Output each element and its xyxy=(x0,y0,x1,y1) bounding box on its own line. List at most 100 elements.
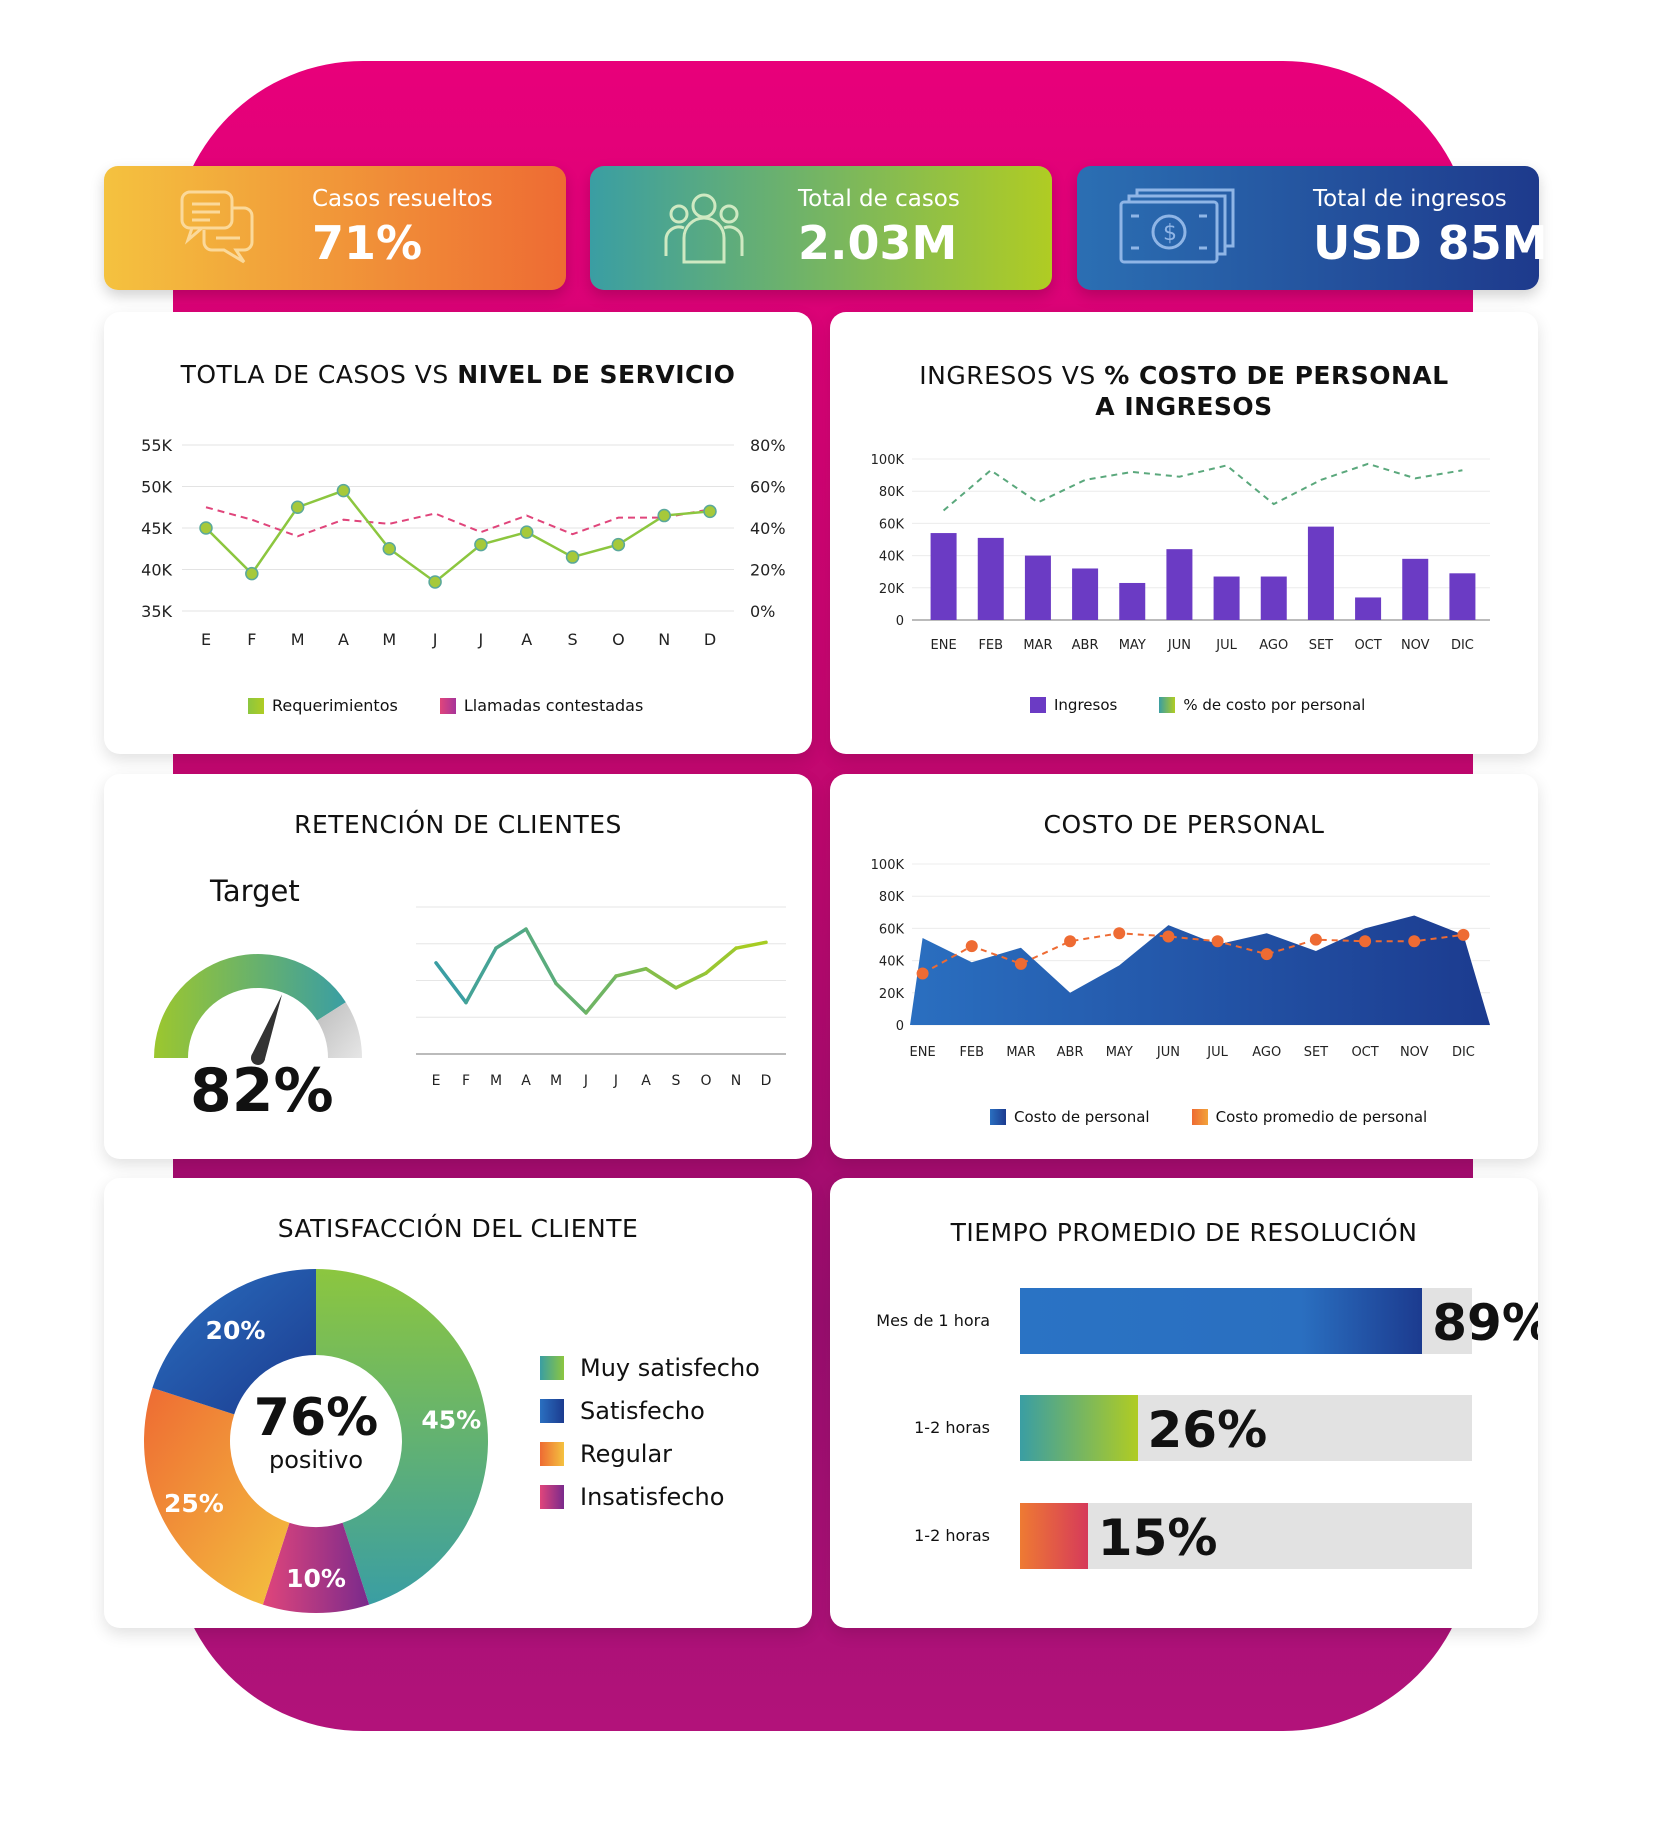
hbar-track: 26% xyxy=(1020,1395,1472,1461)
x-tick-label: JUN xyxy=(1167,638,1191,653)
area-costo-personal xyxy=(910,915,1490,1025)
x-tick-label: J xyxy=(478,630,484,649)
satisfaccion-legend: Muy satisfecho Satisfecho Regular Insati… xyxy=(540,1346,760,1518)
legend-swatch xyxy=(1030,697,1046,713)
legend-item: Regular xyxy=(540,1432,760,1475)
gauge-label: Target xyxy=(210,874,300,908)
y-left-tick-label: 50K xyxy=(141,478,172,497)
x-tick-label: ENE xyxy=(931,638,957,653)
retencion-line-segment xyxy=(434,961,468,1005)
kpi-value: 71% xyxy=(312,216,423,270)
y-tick-label: 40K xyxy=(879,550,905,565)
bar-ingresos xyxy=(1449,573,1476,620)
x-tick-label: A xyxy=(641,1073,651,1089)
x-tick-label: ABR xyxy=(1057,1045,1084,1060)
chart-title: INGRESOS VS % COSTO DE PERSONAL A INGRESO… xyxy=(830,360,1538,422)
hbar-label: Mes de 1 hora xyxy=(876,1311,990,1330)
x-tick-label: JUL xyxy=(1206,1045,1228,1060)
chart-title: SATISFACCIÓN DEL CLIENTE xyxy=(277,1214,639,1243)
retencion-line-segment xyxy=(494,927,528,950)
data-point xyxy=(1014,957,1027,970)
data-point xyxy=(965,940,978,953)
data-point xyxy=(1309,933,1322,946)
donut-slice xyxy=(152,1269,316,1415)
slice-label: 10% xyxy=(286,1564,346,1593)
data-point xyxy=(1113,927,1126,940)
data-point xyxy=(565,550,580,564)
data-point xyxy=(428,575,442,589)
legend-swatch xyxy=(990,1109,1006,1125)
data-point xyxy=(1457,928,1470,941)
kpi-label: Total de ingresos xyxy=(1313,186,1507,212)
data-point xyxy=(916,967,929,980)
y-tick-label: 0 xyxy=(896,614,904,629)
data-point xyxy=(1211,935,1224,948)
y-left-tick-label: 55K xyxy=(141,436,172,455)
x-tick-label: A xyxy=(521,1073,531,1089)
chat-bubbles-icon xyxy=(180,190,254,264)
hbar-fill xyxy=(1020,1395,1138,1461)
x-tick-label: M xyxy=(382,630,396,649)
donut-slice xyxy=(316,1269,489,1605)
x-tick-label: MAY xyxy=(1119,638,1146,653)
y-tick-label: 0 xyxy=(896,1019,904,1034)
x-tick-label: J xyxy=(432,630,438,649)
y-left-tick-label: 35K xyxy=(141,602,172,621)
retencion-line-segment xyxy=(464,946,498,1005)
y-tick-label: 100K xyxy=(871,858,905,873)
x-tick-label: O xyxy=(700,1073,711,1089)
x-tick-label: MAR xyxy=(1006,1045,1035,1060)
bar-ingresos xyxy=(977,537,1004,620)
legend-item: Ingresos xyxy=(1030,696,1117,714)
y-right-tick-label: 60% xyxy=(750,478,786,497)
kpi-value: USD 85M xyxy=(1313,216,1548,270)
kpi-casos-resueltos: Casos resueltos 71% xyxy=(104,166,566,290)
x-tick-label: MAR xyxy=(1023,638,1052,653)
donut-center: 76% positivo xyxy=(243,1390,389,1474)
x-tick-label: S xyxy=(567,630,577,649)
gauge-needle xyxy=(251,994,283,1061)
x-tick-label: DIC xyxy=(1451,638,1474,653)
donut-center-value: 76% xyxy=(253,1388,379,1448)
legend-swatch xyxy=(540,1441,564,1466)
card-tiempo-resolucion: TIEMPO PROMEDIO DE RESOLUCIÓN Mes de 1 h… xyxy=(830,1178,1538,1628)
y-tick-label: 100K xyxy=(871,453,905,468)
x-tick-label: A xyxy=(338,630,349,649)
data-point xyxy=(290,500,305,514)
donut-slice xyxy=(262,1522,370,1613)
series-costo-line xyxy=(942,462,1463,512)
x-tick-label: OCT xyxy=(1354,638,1381,653)
data-point xyxy=(336,483,351,498)
hbar-value: 89% xyxy=(1432,1294,1538,1352)
legend-item: Costo de personal xyxy=(990,1108,1150,1126)
hbar-track: 15% xyxy=(1020,1503,1472,1569)
card-ingresos-vs-costo: INGRESOS VS % COSTO DE PERSONAL A INGRESO… xyxy=(830,312,1538,754)
y-left-tick-label: 40K xyxy=(141,561,172,580)
legend-label: Insatisfecho xyxy=(580,1482,725,1511)
users-group-icon xyxy=(664,193,744,264)
data-point xyxy=(474,537,488,552)
hbar-label: 1-2 horas xyxy=(914,1526,990,1545)
x-tick-label: JUN xyxy=(1156,1045,1180,1060)
x-tick-label: F xyxy=(247,630,256,649)
slice-label: 25% xyxy=(164,1489,224,1518)
series-costo-promedio-line xyxy=(922,932,1464,975)
title-normal: TOTLA DE CASOS VS xyxy=(180,360,458,389)
chart-legend: Ingresos % de costo por personal xyxy=(1030,696,1407,714)
hbar-track: 89% xyxy=(1020,1288,1538,1354)
bar-ingresos xyxy=(1166,549,1193,620)
legend-swatch xyxy=(439,697,456,714)
legend-item: Insatisfecho xyxy=(540,1475,760,1518)
gauge-arc-filled xyxy=(154,954,346,1058)
chart-title: TIEMPO PROMEDIO DE RESOLUCIÓN xyxy=(950,1218,1418,1247)
series-requerimientos-line xyxy=(205,489,711,584)
retencion-line-segment xyxy=(734,940,768,950)
costo-area-chart: 100K 80K 60K 40K 20K 0 ENE FEB MAR ABR MAY JUN JUL AG… xyxy=(871,858,1490,1060)
legend-label: Muy satisfecho xyxy=(580,1353,760,1382)
x-tick-label: M xyxy=(291,630,305,649)
x-tick-label: E xyxy=(201,630,211,649)
legend-item: % de costo por personal xyxy=(1159,696,1365,714)
x-tick-label: AGO xyxy=(1259,638,1288,653)
y-tick-label: 40K xyxy=(879,955,905,970)
